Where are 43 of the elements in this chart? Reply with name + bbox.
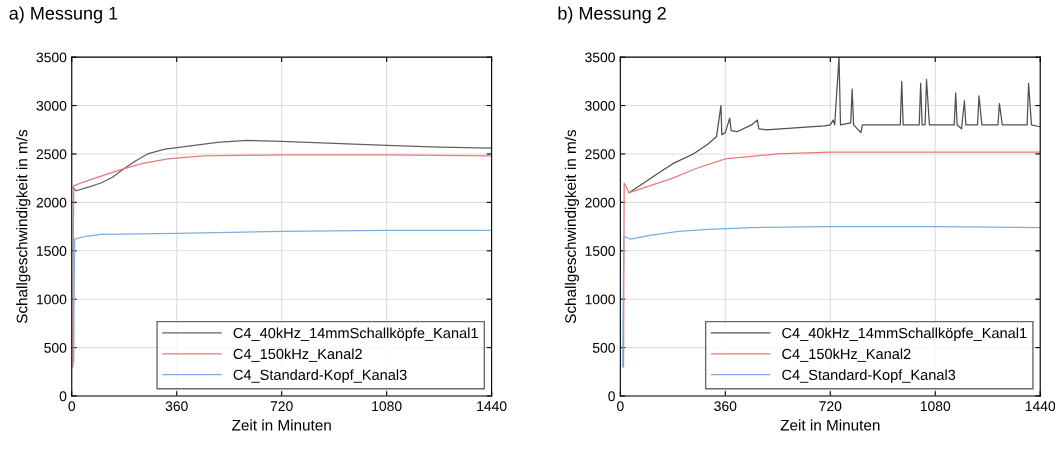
- y-tick-label: 2000: [36, 197, 67, 208]
- x-tick-label: 720: [270, 401, 293, 412]
- x-tick-label: 1440: [1025, 401, 1055, 412]
- legend-label: C4_150kHz_Kanal2: [782, 348, 911, 362]
- legend-label: C4_Standard-Kopf_Kanal3: [233, 369, 407, 383]
- y-tick-label: 1000: [585, 294, 615, 305]
- line-series: [72, 154, 492, 368]
- x-axis-title: Zeit in Minuten: [780, 419, 880, 431]
- line-series: [628, 57, 1041, 194]
- y-tick-label: 3000: [36, 100, 67, 111]
- chart-title: a) Messung 1: [9, 6, 118, 24]
- line-series: [73, 229, 492, 363]
- y-axis-title: Schallgeschwindigkeit in m/s: [16, 129, 31, 324]
- y-tick-label: 500: [592, 342, 615, 353]
- y-tick-label: 1000: [37, 294, 67, 305]
- y-tick-label: 3000: [585, 100, 615, 111]
- x-tick-label: 0: [68, 401, 76, 412]
- x-tick-label: 1080: [920, 401, 951, 412]
- x-tick-label: 360: [165, 401, 188, 412]
- y-tick-label: 2500: [585, 149, 615, 160]
- x-tick-label: 720: [819, 401, 842, 412]
- legend-label: C4_150kHz_Kanal2: [233, 348, 362, 362]
- y-tick-label: 1500: [37, 246, 67, 256]
- y-tick-label: 2500: [36, 149, 67, 160]
- x-tick-label: 1080: [372, 401, 402, 412]
- legend-label: C4_40kHz_14mmSchallköpfe_Kanal1: [233, 327, 478, 342]
- line-series: [72, 139, 492, 192]
- y-tick-label: 500: [44, 342, 67, 353]
- x-tick-label: 360: [714, 401, 737, 412]
- legend-label: C4_40kHz_14mmSchallköpfe_Kanal1: [782, 327, 1027, 342]
- x-tick-label: 1440: [477, 401, 507, 412]
- y-tick-label: 0: [608, 391, 615, 402]
- x-axis-title: Zeit in Minuten: [232, 419, 331, 431]
- y-axis-title: Schallgeschwindigkeit in m/s: [564, 129, 580, 324]
- y-tick-label: 3500: [585, 52, 615, 63]
- y-tick-label: 1500: [585, 246, 615, 256]
- y-tick-label: 0: [59, 391, 67, 402]
- line-series: [622, 225, 1041, 368]
- chart-title: b) Messung 2: [558, 6, 666, 24]
- legend-label: C4_Standard-Kopf_Kanal3: [782, 369, 956, 383]
- y-tick-label: 3500: [36, 52, 67, 63]
- y-tick-label: 2000: [585, 197, 615, 208]
- x-tick-label: 0: [617, 401, 624, 412]
